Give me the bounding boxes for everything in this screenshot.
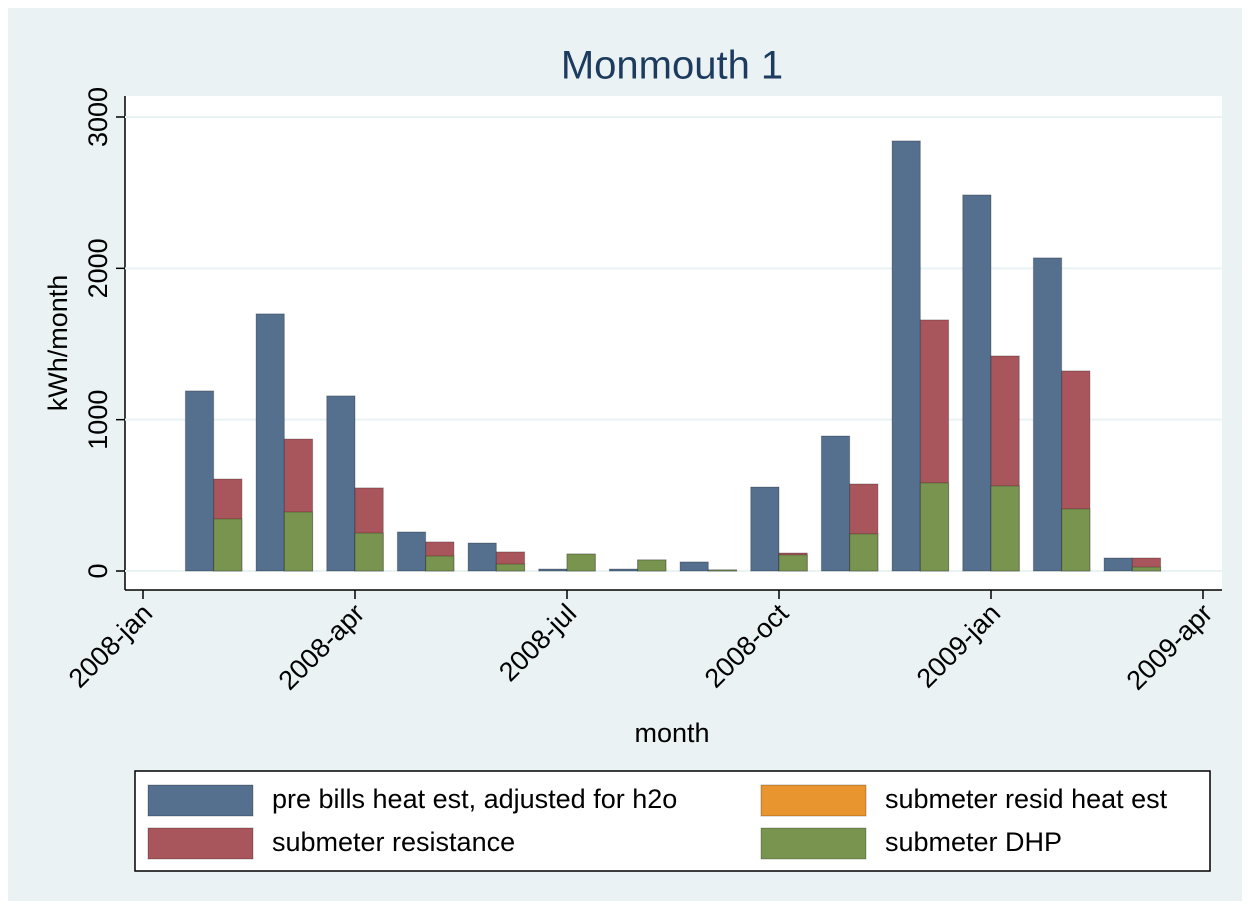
- bar: [283, 511, 314, 572]
- bar: [608, 568, 639, 572]
- bar: [962, 194, 992, 572]
- bar: [637, 559, 667, 572]
- legend-swatch: [147, 827, 254, 860]
- legend-swatch: [760, 827, 867, 860]
- bar: [707, 569, 738, 572]
- bar: [396, 531, 427, 572]
- x-axis-title: month: [634, 718, 709, 748]
- bar: [679, 561, 709, 572]
- legend-swatch: [147, 784, 254, 817]
- legend-label: submeter DHP: [885, 827, 1062, 857]
- bar: [820, 435, 851, 572]
- bar: [538, 568, 568, 572]
- legend-label: submeter resid heat est: [885, 784, 1168, 814]
- bar: [919, 482, 950, 572]
- bar: [495, 563, 526, 572]
- bar: [990, 485, 1020, 572]
- bar: [467, 542, 497, 572]
- bar: [425, 555, 455, 572]
- bar: [750, 486, 780, 572]
- y-tick-label: 2000: [83, 238, 113, 298]
- legend-swatch: [760, 784, 867, 817]
- chart-title: Monmouth 1: [561, 44, 783, 88]
- bar: [184, 390, 215, 572]
- bar: [566, 553, 596, 572]
- bar: [1032, 257, 1063, 572]
- bar: [255, 313, 285, 572]
- legend-box: [134, 770, 1211, 872]
- bar: [891, 140, 921, 572]
- bar: [354, 532, 384, 572]
- legend-label: pre bills heat est, adjusted for h2o: [272, 784, 677, 814]
- bar: [326, 395, 356, 572]
- y-tick-label: 3000: [83, 87, 113, 147]
- bar: [213, 518, 243, 572]
- y-axis-title: kWh/month: [43, 275, 73, 412]
- bar: [1131, 566, 1162, 572]
- bar: [1061, 508, 1091, 572]
- bar: [1103, 557, 1133, 572]
- bar: [778, 554, 808, 572]
- bar: [849, 533, 879, 572]
- legend-label: submeter resistance: [272, 827, 515, 857]
- y-tick-label: 1000: [83, 390, 113, 450]
- y-tick-label: 0: [83, 563, 113, 578]
